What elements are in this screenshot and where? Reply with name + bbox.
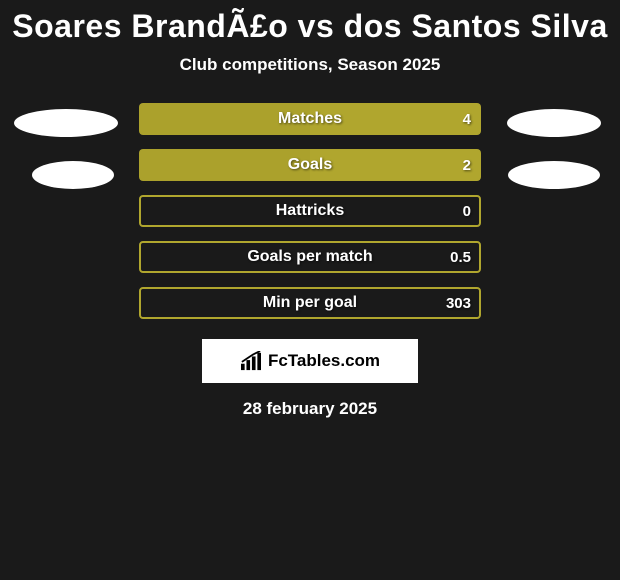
stat-bars: Matches 4 Goals 2 Hattricks 0 Goals per match 0… [139,103,481,319]
player-right-col [499,103,609,189]
avatar-placeholder [508,161,600,189]
stat-bar: Goals per match 0.5 [139,241,481,273]
stat-right-value: 0 [463,203,471,220]
brand-label: FcTables.com [268,351,380,371]
stat-bar: Min per goal 303 [139,287,481,319]
stat-label: Matches [278,110,342,128]
chart-icon [240,351,262,371]
stat-bar: Hattricks 0 [139,195,481,227]
bar-fill-left [139,149,310,181]
content-row: Matches 4 Goals 2 Hattricks 0 Goals per match 0… [0,103,620,319]
stat-bar: Matches 4 [139,103,481,135]
stat-label: Goals per match [247,248,372,266]
page-title: Soares BrandÃ£o vs dos Santos Silva [0,8,620,45]
stat-label: Goals [288,156,332,174]
brand-box: FcTables.com [202,339,418,383]
stat-label: Min per goal [263,294,357,312]
stat-right-value: 303 [446,295,471,312]
avatar-placeholder [32,161,114,189]
stat-bar: Goals 2 [139,149,481,181]
player-left-col [11,103,121,189]
date-label: 28 february 2025 [0,399,620,419]
bar-fill-right [310,149,481,181]
subtitle: Club competitions, Season 2025 [0,55,620,75]
comparison-card: Soares BrandÃ£o vs dos Santos Silva Club… [0,0,620,580]
avatar-placeholder [507,109,601,137]
stat-right-value: 2 [463,157,471,174]
avatar-placeholder [14,109,118,137]
stat-label: Hattricks [276,202,344,220]
stat-right-value: 0.5 [450,249,471,266]
stat-right-value: 4 [463,111,471,128]
